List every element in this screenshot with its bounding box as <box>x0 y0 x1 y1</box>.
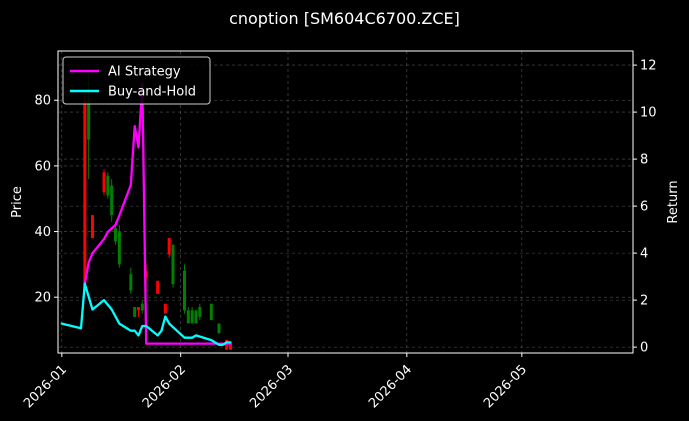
x-tick-label: 2026-02 <box>140 362 189 411</box>
return-lines <box>60 82 232 346</box>
candle-body <box>209 303 213 321</box>
y2-tick-label: 6 <box>640 200 648 215</box>
y-tick-label: 20 <box>34 291 51 306</box>
candle-body <box>106 175 110 196</box>
legend-box <box>62 56 211 105</box>
x-tick-label: 2026-05 <box>481 362 530 411</box>
legend-label-buy-and-hold: Buy-and-Hold <box>108 85 196 100</box>
y2-tick-label: 2 <box>640 294 648 309</box>
candle-body <box>156 280 160 294</box>
candle-body <box>190 310 194 324</box>
candle-body <box>102 172 106 193</box>
candle-body <box>217 323 221 334</box>
series-line-ai-strategy <box>83 82 232 345</box>
candle-body <box>91 215 94 239</box>
candlesticks <box>83 73 232 350</box>
candle-body <box>110 185 114 216</box>
candle-body <box>129 274 133 291</box>
candle-body <box>225 339 229 350</box>
candle-body <box>163 303 167 314</box>
candle-body <box>186 310 190 324</box>
candle-body <box>198 307 202 317</box>
x-tick-label: 2026-03 <box>247 362 296 411</box>
candle-body <box>167 238 171 255</box>
candle-body <box>114 228 117 242</box>
candle-body <box>133 307 137 317</box>
y2-tick-label: 10 <box>640 106 657 121</box>
y2-tick-label: 8 <box>640 153 648 168</box>
x-tick-label: 2026-01 <box>21 362 70 411</box>
candle-body <box>87 100 91 140</box>
y-axis-label: Price <box>10 186 25 218</box>
y2-tick-label: 0 <box>640 341 648 356</box>
candle-body <box>229 343 232 350</box>
y2-tick-label: 12 <box>640 59 657 74</box>
series-line-buy-and-hold <box>60 282 232 346</box>
candle-body <box>117 231 121 265</box>
candle-body <box>83 100 87 291</box>
legend: AI Strategy Buy-and-Hold <box>62 56 211 105</box>
legend-label-ai-strategy: AI Strategy <box>108 65 181 80</box>
chart-title: cnoption [SM604C6700.ZCE] <box>229 9 460 28</box>
y2-axis-label: Return <box>666 180 681 223</box>
candle-body <box>140 303 144 311</box>
x-tick-label: 2026-04 <box>366 362 415 411</box>
y-tick-label: 60 <box>34 159 51 174</box>
candle-body <box>137 307 140 311</box>
candle-body <box>171 244 175 285</box>
candle-body <box>194 310 198 324</box>
y-tick-label: 80 <box>34 94 51 109</box>
candle-body <box>183 270 186 311</box>
y-tick-label: 40 <box>34 225 51 240</box>
plot-frame <box>57 50 634 354</box>
y2-tick-label: 4 <box>640 247 648 262</box>
